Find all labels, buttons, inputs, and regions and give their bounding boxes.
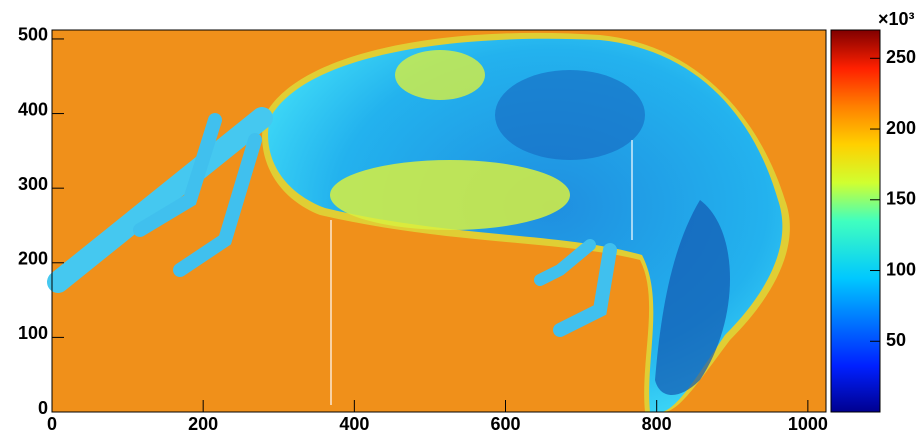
x-tick-label: 0 [47, 414, 57, 434]
y-tick-label: 400 [18, 99, 48, 119]
x-tick-label: 200 [188, 414, 218, 434]
x-tick-label: 600 [490, 414, 520, 434]
y-tick-label: 100 [18, 323, 48, 343]
y-tick-label: 0 [38, 398, 48, 418]
colorbar-tick-label: 250 [886, 47, 916, 67]
chart: ×10³ 0 200 400 600 800 1000 0 100 200 300 400 500 50… [0, 0, 921, 435]
x-tick-label: 800 [642, 414, 672, 434]
colorbar-tick-label: 200 [886, 118, 916, 138]
y-tick-label: 500 [18, 25, 48, 45]
heatmap-image [52, 30, 826, 412]
page: ×10³ 0 200 400 600 800 1000 0 100 200 300 400 500 50… [0, 0, 921, 435]
x-tick-label: 400 [339, 414, 369, 434]
colorbar-tick-label: 100 [886, 259, 916, 279]
colorbar-multiplier: ×10³ [878, 9, 915, 29]
y-tick-label: 300 [18, 174, 48, 194]
y-tick-label: 200 [18, 249, 48, 269]
x-tick-label: 1000 [788, 414, 828, 434]
colorbar-tick-label: 50 [886, 330, 906, 350]
colorbar-tick-label: 150 [886, 189, 916, 209]
colorbar [831, 30, 880, 412]
